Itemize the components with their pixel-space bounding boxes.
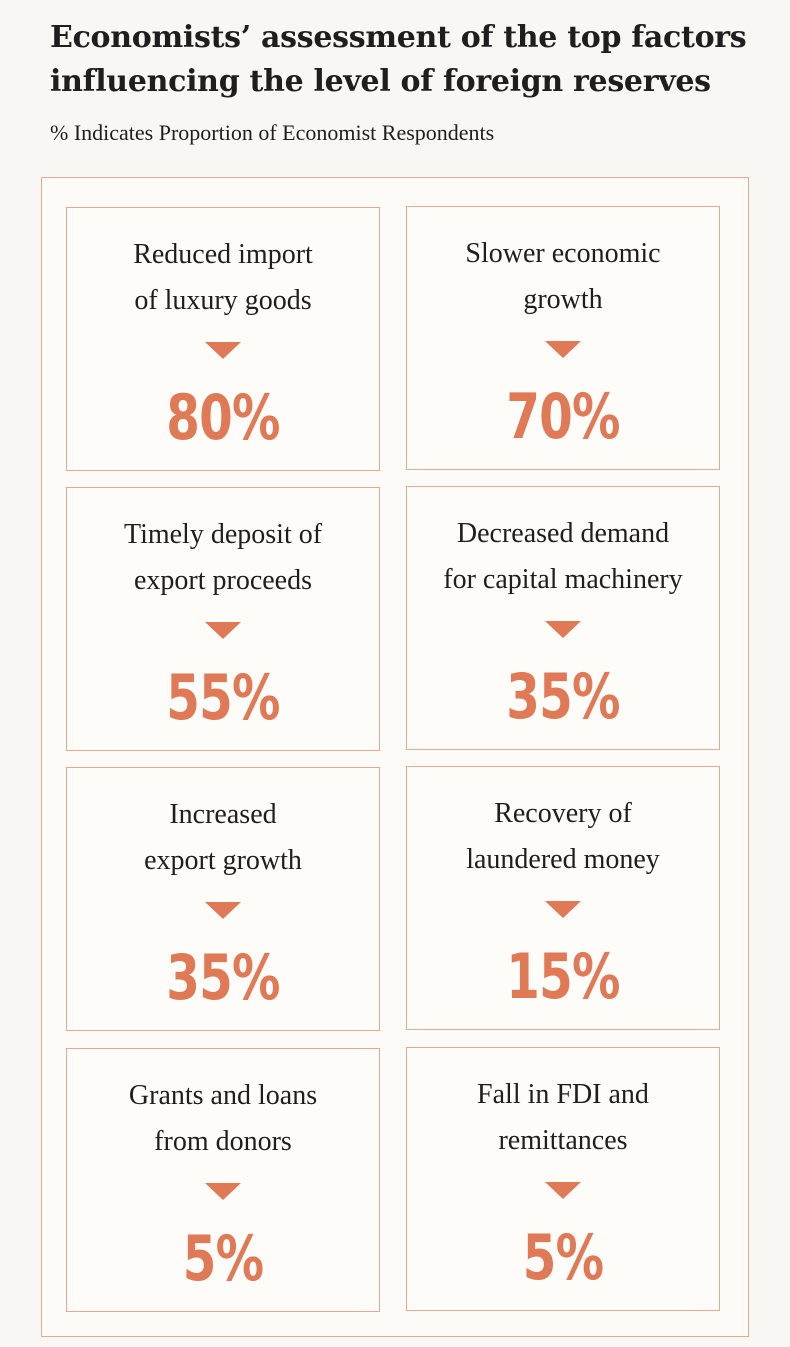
factor-card: Reduced import of luxury goods 80% <box>66 207 380 471</box>
chart-subtitle: % Indicates Proportion of Economist Resp… <box>50 120 495 145</box>
factor-card: Grants and loans from donors 5% <box>66 1048 380 1312</box>
factor-card: Recovery of laundered money 15% <box>406 766 720 1030</box>
factor-label: Decreased demand for capital machinery <box>443 518 683 595</box>
down-arrow-icon <box>545 1182 581 1199</box>
down-arrow-icon <box>545 341 581 358</box>
factor-percentage: 5% <box>182 1222 264 1295</box>
down-arrow-icon <box>205 902 241 919</box>
down-arrow-icon <box>205 622 241 639</box>
factor-label: Slower economic growth <box>465 238 661 315</box>
factor-label: Fall in FDI and remittances <box>477 1079 649 1156</box>
factor-percentage: 15% <box>506 940 620 1013</box>
chart-title: Economists’ assessment of the top factor… <box>50 20 747 99</box>
down-arrow-icon <box>205 342 241 359</box>
factor-percentage: 80% <box>166 381 280 454</box>
down-arrow-icon <box>545 621 581 638</box>
factor-label: Grants and loans from donors <box>128 1080 318 1157</box>
down-arrow-icon <box>205 1183 241 1200</box>
factor-card: Increased export growth 35% <box>66 767 380 1031</box>
factor-card: Fall in FDI and remittances 5% <box>406 1047 720 1311</box>
factor-card: Decreased demand for capital machinery 35… <box>406 486 720 750</box>
factor-percentage: 70% <box>506 380 620 453</box>
factor-card: Slower economic growth 70% <box>406 206 720 470</box>
factor-percentage: 35% <box>506 660 620 733</box>
down-arrow-icon <box>545 901 581 918</box>
factor-label: Increased export growth <box>144 799 302 876</box>
factor-percentage: 55% <box>166 661 280 734</box>
factor-percentage: 5% <box>522 1221 604 1294</box>
factor-card: Timely deposit of export proceeds 55% <box>66 487 380 751</box>
factor-label: Timely deposit of export proceeds <box>123 519 323 596</box>
factor-percentage: 35% <box>166 941 280 1014</box>
factor-label: Recovery of laundered money <box>466 798 660 875</box>
factor-label: Reduced import of luxury goods <box>133 239 313 316</box>
